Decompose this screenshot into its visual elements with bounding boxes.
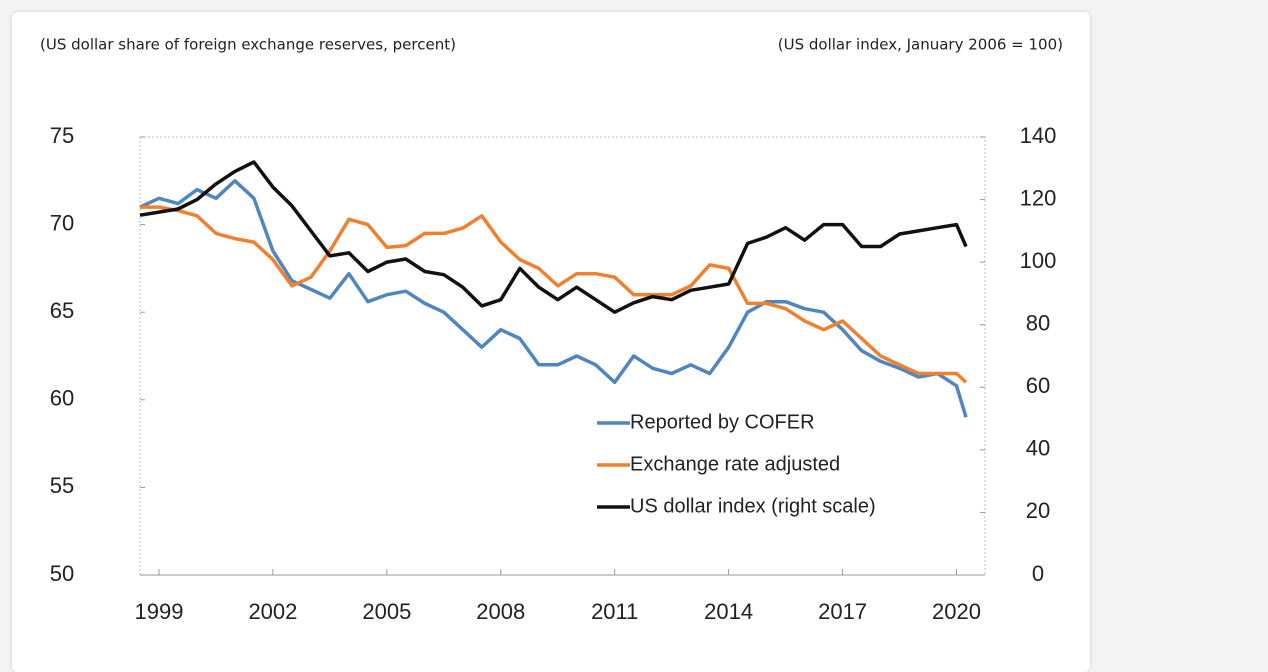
card — [12, 12, 1090, 672]
series-line — [139, 179, 968, 418]
y2-tick-label: 100 — [1020, 248, 1057, 273]
y2-tick-label: 120 — [1020, 185, 1057, 210]
legend-label: Exchange rate adjusted — [630, 453, 840, 475]
x-tick-label: 2002 — [248, 599, 297, 624]
left-axis-label: (US dollar share of foreign exchange res… — [40, 36, 456, 54]
x-tick-label: 1999 — [135, 599, 184, 624]
y2-tick-label: 60 — [1026, 373, 1050, 398]
x-tick-label: 2014 — [704, 599, 753, 624]
y-tick-label: 65 — [50, 298, 74, 323]
y-tick-label: 75 — [50, 123, 74, 148]
x-tick-label: 2008 — [476, 599, 525, 624]
y-tick-label: 50 — [50, 561, 74, 586]
legend-label: US dollar index (right scale) — [630, 495, 876, 517]
x-tick-label: 2011 — [591, 599, 638, 624]
y2-tick-label: 40 — [1026, 436, 1050, 461]
legend-label: Reported by COFER — [630, 411, 815, 433]
x-tick-label: 2020 — [932, 599, 981, 624]
x-tick-label: 2017 — [818, 599, 867, 624]
y2-tick-label: 140 — [1020, 123, 1057, 148]
y2-tick-label: 80 — [1026, 311, 1050, 336]
y2-tick-label: 20 — [1026, 498, 1050, 523]
y-tick-label: 55 — [50, 473, 74, 498]
y-tick-label: 60 — [50, 386, 74, 411]
x-tick-label: 2005 — [362, 599, 411, 624]
series-line — [139, 160, 968, 314]
right-axis-label: (US dollar index, January 2006 = 100) — [778, 36, 1063, 54]
y2-tick-label: 0 — [1032, 561, 1044, 586]
y-tick-label: 70 — [50, 210, 74, 235]
series-line — [140, 205, 968, 384]
